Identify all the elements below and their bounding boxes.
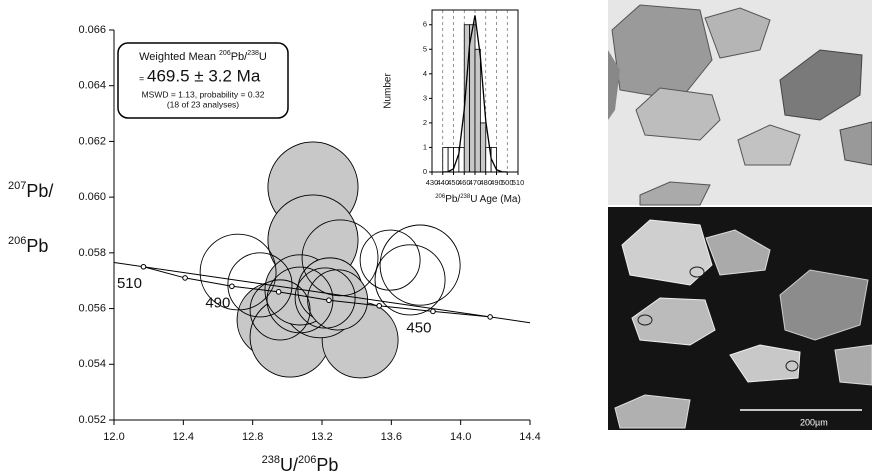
- annotation-analyses: (18 of 23 analyses): [167, 99, 239, 109]
- y-tick-label: 6: [423, 20, 427, 29]
- histogram-bar: [475, 49, 480, 172]
- label-part: U Age (Ma): [470, 194, 521, 205]
- micrograph-bottom: 200µm: [608, 207, 872, 430]
- age-marker: [431, 309, 436, 314]
- age-label: 510: [117, 275, 142, 292]
- y-tick-label: 2: [423, 118, 427, 127]
- label-part: Pb/: [26, 181, 53, 201]
- y-axis-label: 207Pb/: [8, 180, 53, 201]
- age-label: 450: [406, 319, 431, 336]
- histogram-bar: [470, 25, 475, 172]
- x-tick-label: 13.2: [311, 431, 332, 443]
- inset-x-label: 206Pb/238U Age (Ma): [435, 194, 521, 205]
- x-tick-label: 14.0: [450, 431, 471, 443]
- y-tick-label: 1: [423, 142, 427, 151]
- micrograph-top: [608, 0, 872, 205]
- label-part: U/: [280, 455, 298, 475]
- y-tick-label: 0.064: [78, 80, 106, 92]
- label-part: 238: [262, 454, 280, 466]
- histogram-bar: [448, 147, 453, 172]
- age-marker: [488, 315, 493, 320]
- y-tick-label: 4: [423, 69, 427, 78]
- scale-bar-label: 200µm: [800, 417, 828, 427]
- label-part: Pb/: [231, 51, 248, 63]
- age-marker: [327, 298, 332, 303]
- y-tick-label: 0.060: [78, 191, 106, 203]
- figure: 200µm 0.052 0.054 0.056 0.058 0.060 0.062 0.06…: [0, 0, 872, 476]
- age-marker: [276, 290, 281, 295]
- label-part: Pb: [316, 455, 338, 475]
- histogram-bar: [443, 147, 448, 172]
- label-part: U: [259, 51, 267, 63]
- x-tick-label: 14.4: [519, 431, 540, 443]
- histogram-bar: [480, 123, 485, 172]
- label-part: 206: [298, 454, 316, 466]
- age-marker: [230, 284, 235, 289]
- annotation-mean: 469.5 ± 3.2 Ma: [147, 66, 261, 85]
- age-label: 490: [205, 294, 230, 311]
- y-tick-label: 0.056: [78, 302, 106, 314]
- error-ellipse: [308, 270, 368, 330]
- label-part: 206: [219, 50, 231, 57]
- label-part: Pb: [26, 236, 48, 256]
- label-part: Pb/: [445, 194, 460, 205]
- y-tick-label: 5: [423, 44, 427, 53]
- age-marker: [183, 276, 188, 281]
- y-tick-label: 0.054: [78, 358, 106, 370]
- age-marker: [377, 303, 382, 308]
- x-tick-label: 12.0: [103, 431, 124, 443]
- label-part: Weighted Mean: [139, 51, 219, 63]
- label-part: 238: [247, 50, 259, 57]
- x-tick-label: 12.8: [242, 431, 263, 443]
- x-tick-label: 510: [512, 178, 525, 187]
- y-tick-label: 0.052: [78, 414, 106, 426]
- y-tick-label: 0.062: [78, 135, 106, 147]
- x-tick-label: 13.6: [381, 431, 402, 443]
- label-part: 207: [8, 180, 26, 192]
- y-axis-label: 206Pb: [8, 235, 48, 256]
- y-tick-label: 0: [423, 167, 427, 176]
- y-tick-label: 0.066: [78, 24, 106, 36]
- y-tick-label: 3: [423, 93, 427, 102]
- x-tick-label: 12.4: [173, 431, 194, 443]
- age-marker: [141, 264, 146, 269]
- y-tick-label: 0.058: [78, 247, 106, 259]
- annotation-equals: =: [139, 73, 144, 83]
- label-part: 206: [8, 235, 26, 247]
- inset-y-label: Number: [383, 73, 394, 109]
- x-axis-label: 238U/206Pb: [262, 454, 339, 475]
- annotation-mswd: MSWD = 1.13, probability = 0.32: [142, 89, 265, 99]
